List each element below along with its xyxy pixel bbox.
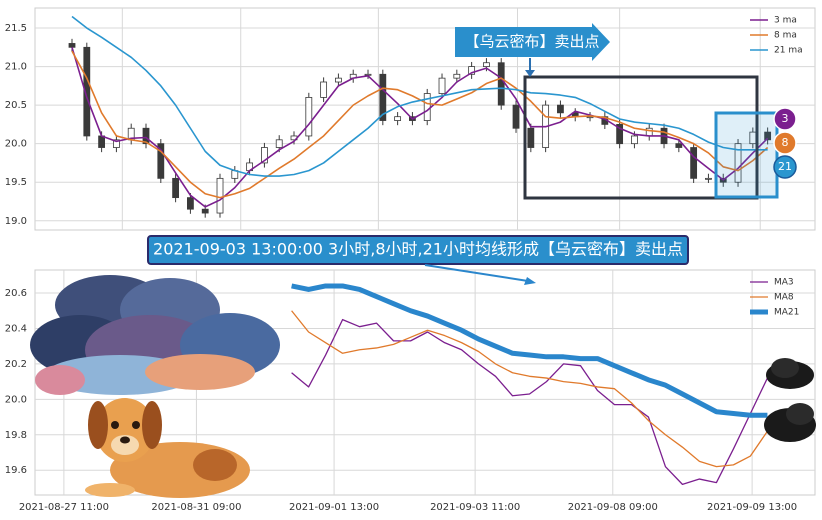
y-tick-label: 20.0 <box>5 394 27 405</box>
candle-body <box>113 139 120 148</box>
candle-body <box>616 123 624 145</box>
candle-body <box>275 139 283 148</box>
candle-body <box>201 208 209 214</box>
y-tick-label: 20.6 <box>5 288 27 299</box>
candle-body <box>645 127 653 137</box>
highlight-box-blue <box>714 111 779 199</box>
candle-body <box>764 131 772 141</box>
candle-body <box>157 143 165 179</box>
annotation-texts: 【乌云密布】卖出点 3 8 21 2021-09-03 13:00:00 3小时… <box>153 33 792 259</box>
candle-body <box>261 147 268 164</box>
candle-body <box>527 127 535 148</box>
y-tick-label: 21.0 <box>5 62 27 73</box>
banner-pointer <box>424 264 529 282</box>
x-tick-label: 2021-09-09 13:00 <box>707 502 797 513</box>
decorations <box>30 23 816 498</box>
y-tick-label: 19.0 <box>5 216 27 227</box>
candle-body <box>557 104 564 114</box>
x-tick-label: 2021-09-08 09:00 <box>568 502 658 513</box>
legend-label: 21 ma <box>774 46 803 56</box>
callout-arrow <box>455 23 610 61</box>
candle-body <box>216 177 224 214</box>
candle-body <box>335 77 342 83</box>
candle-body <box>423 93 431 121</box>
candle-body <box>142 127 150 145</box>
ma-line <box>71 15 768 177</box>
banner-pointer-head <box>524 277 536 285</box>
y-tick-label: 21.5 <box>5 23 27 34</box>
legend-label: 8 ma <box>774 31 797 41</box>
badge-text: 8 <box>782 136 789 149</box>
callout-text: 【乌云密布】卖出点 <box>464 33 599 51</box>
cloud-illustration <box>30 275 280 395</box>
candle-body <box>705 177 712 180</box>
banner-text: 2021-09-03 13:00:00 3小时,8小时,21小时均线形成【乌云密… <box>153 240 683 259</box>
badge-text: 21 <box>778 160 792 173</box>
legend-label: MA8 <box>774 293 794 303</box>
candle-body <box>631 135 638 145</box>
candle-body <box>187 197 194 210</box>
candle-body <box>483 62 490 67</box>
dog-illustration <box>85 398 250 498</box>
candle-body <box>512 104 520 129</box>
candle-body <box>305 97 313 137</box>
y-tick-label: 20.4 <box>5 323 27 334</box>
badge-text: 3 <box>782 112 789 125</box>
highlight-box <box>523 75 759 200</box>
candle-body <box>453 73 461 79</box>
y-tick-label: 20.2 <box>5 359 27 370</box>
candle-body <box>379 73 387 121</box>
legend-label: MA21 <box>774 308 799 318</box>
candle-body <box>468 66 476 75</box>
y-tick-label: 19.5 <box>5 177 27 188</box>
callout-pointer-head <box>525 70 535 77</box>
candle-body <box>83 46 91 137</box>
candle-body <box>690 147 698 179</box>
dark-cloud-icons <box>764 358 816 442</box>
banner <box>147 235 689 265</box>
candle-body <box>675 143 683 148</box>
legend-label: 3 ma <box>774 16 797 26</box>
y-tick-label: 20.5 <box>5 100 27 111</box>
legend-label: MA3 <box>774 278 794 288</box>
candle-body <box>734 143 742 183</box>
candle-body <box>497 62 505 106</box>
y-tick-label: 19.8 <box>5 430 27 441</box>
ma-line <box>291 283 768 418</box>
candle-body <box>172 177 180 199</box>
ma-line <box>71 47 769 208</box>
badge <box>773 131 797 155</box>
x-tick-label: 2021-09-01 13:00 <box>289 502 379 513</box>
x-tick-label: 2021-08-31 09:00 <box>151 502 241 513</box>
chart-layer: 19.0 19.5 20.0 20.5 21.0 21.5 3 ma 8 ma 21 ma 19.… <box>5 8 815 513</box>
candle-body <box>438 77 446 94</box>
x-tick-label: 2021-08-27 11:00 <box>19 502 109 513</box>
candle-body <box>320 81 328 98</box>
candle-body <box>68 43 76 48</box>
candle-body <box>98 135 106 148</box>
badge <box>773 107 797 131</box>
y-tick-label: 20.0 <box>5 139 27 150</box>
y-tick-label: 19.6 <box>5 465 27 476</box>
ma-line <box>291 318 769 486</box>
badge <box>773 155 797 179</box>
ma-line <box>291 310 768 468</box>
candle-body <box>394 116 402 121</box>
x-tick-label: 2021-09-03 11:00 <box>430 502 520 513</box>
